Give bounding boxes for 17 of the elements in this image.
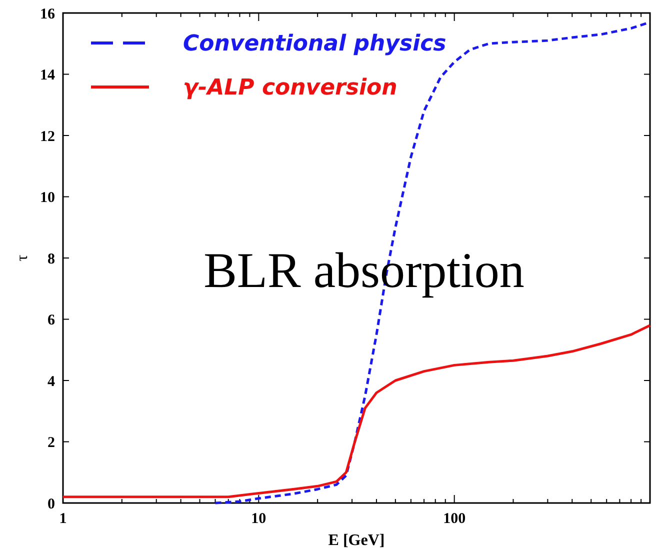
y-tick-label: 16 xyxy=(40,6,56,22)
y-tick-label: 10 xyxy=(40,190,55,206)
annotation: BLR absorption xyxy=(204,242,524,298)
x-axis-title: E [GeV] xyxy=(328,532,385,549)
legend-label: Conventional physics xyxy=(183,32,446,57)
y-tick-label: 4 xyxy=(48,374,56,390)
y-tick-label: 6 xyxy=(48,312,56,328)
y-tick-label: 8 xyxy=(48,251,55,268)
y-tick-label: 14 xyxy=(40,68,56,84)
x-tick-label: 1 xyxy=(59,511,67,527)
y-tick-label: 0 xyxy=(48,496,55,512)
y-axis-title: τ xyxy=(14,254,31,262)
x-tick-label: 100 xyxy=(443,511,466,527)
legend-label: γ-ALP conversion xyxy=(183,76,398,101)
x-tick-label: 10 xyxy=(251,511,266,527)
y-tick-label: 12 xyxy=(40,128,55,145)
y-tick-label: 2 xyxy=(48,435,55,451)
